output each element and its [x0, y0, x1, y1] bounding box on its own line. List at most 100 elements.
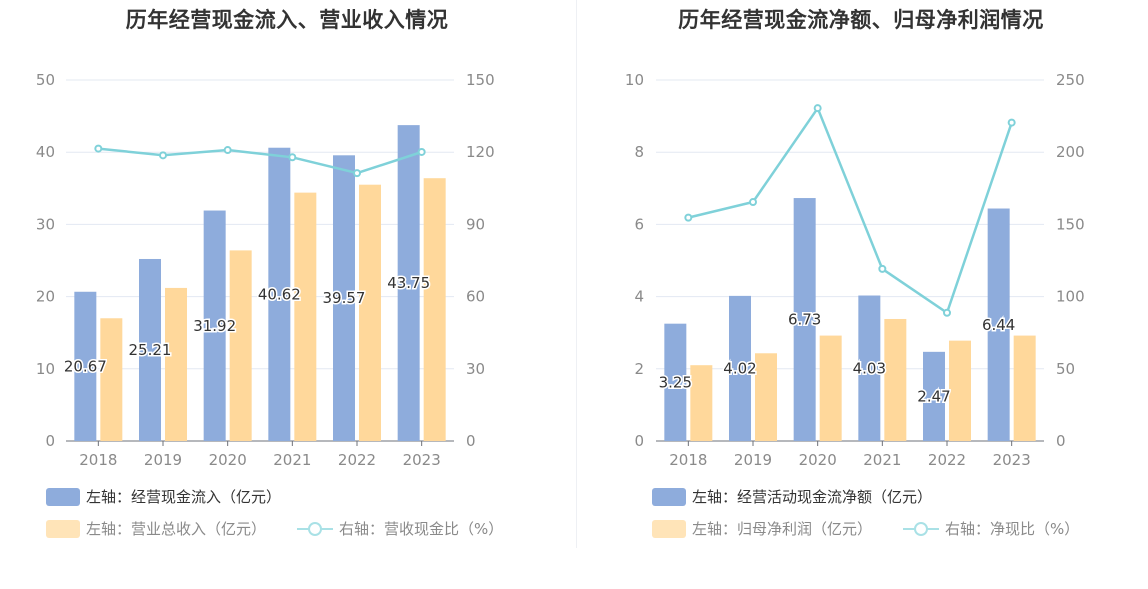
- left-ratio-point: [94, 144, 103, 153]
- right-right-tick-label: 150: [1056, 215, 1085, 233]
- right-data-label: 2.47: [917, 387, 950, 405]
- left-bar-series2: [100, 318, 123, 441]
- left-bar-series2: [294, 192, 317, 441]
- right-bar-series1: [664, 323, 687, 441]
- right-left-tick-label: 8: [634, 143, 644, 161]
- right-ratio-line: [688, 105, 1013, 315]
- right-chart-panel: 历年经营现金流净额、归母净利润情况 0 2 4 6 8 10 0 50 100 150 200 250…: [574, 0, 1148, 589]
- left-data-label: 20.67: [64, 357, 107, 375]
- right-data-label: 4.03: [853, 359, 886, 377]
- left-legend-item-inflow[interactable]: 左轴：经营现金流入（亿元）: [46, 486, 281, 507]
- panel-divider: [576, 0, 577, 548]
- left-left-tick-label: 0: [45, 432, 55, 450]
- left-chart-title: 历年经营现金流入、营业收入情况: [125, 8, 449, 32]
- left-ratio-point: [353, 169, 361, 178]
- right-left-tick-label: 10: [625, 71, 644, 89]
- right-bar-series1: [858, 295, 881, 441]
- left-bar-series1: [74, 291, 97, 441]
- left-bar-series1: [268, 147, 291, 441]
- right-bar-series1: [923, 351, 945, 441]
- right-bar-series2: [819, 335, 842, 441]
- left-right-tick-label: 30: [466, 360, 485, 378]
- left-data-label: 43.75: [387, 274, 430, 292]
- right-bar-series1: [987, 208, 1010, 441]
- right-left-tick-label: 6: [634, 215, 644, 233]
- left-left-tick-label: 10: [36, 360, 55, 378]
- left-legend-swatch-inflow: [46, 487, 80, 506]
- left-x-tick-label: 2023: [403, 451, 441, 469]
- left-x-tick-label: 2018: [79, 451, 117, 469]
- left-x-tick-label: 2019: [144, 451, 182, 469]
- right-ratio-point: [878, 264, 887, 273]
- left-legend-swatch-revenue: [46, 519, 80, 538]
- right-bar-series2: [949, 340, 971, 441]
- right-x-tick-label: 2023: [993, 451, 1031, 469]
- right-x-tick-label: 2020: [799, 451, 837, 469]
- left-bar-series2: [423, 178, 446, 441]
- right-bar-series2: [690, 365, 713, 441]
- right-legend-line-icon: [903, 520, 939, 538]
- left-bar-series1: [333, 155, 355, 441]
- right-bar-series1: [793, 198, 816, 441]
- right-right-tick-label: 50: [1056, 360, 1075, 378]
- left-data-label: 25.21: [129, 341, 172, 359]
- left-legend-line-icon: [297, 520, 333, 538]
- left-left-tick-label: 40: [36, 143, 55, 161]
- right-right-tick-label: 250: [1056, 71, 1085, 89]
- right-legend-label-profit: 左轴：归母净利润（亿元）: [692, 520, 873, 538]
- left-data-label: 31.92: [193, 317, 236, 335]
- right-left-tick-label: 4: [634, 288, 644, 306]
- right-legend-item-ratio[interactable]: 右轴：净现比（%）: [903, 518, 1079, 539]
- left-ratio-point: [288, 153, 297, 162]
- right-data-label: 3.25: [659, 373, 692, 391]
- left-right-tick-label: 60: [466, 288, 485, 306]
- left-bar-series1: [203, 210, 226, 441]
- right-ratio-point: [684, 213, 693, 222]
- right-ratio-point: [1007, 118, 1016, 127]
- left-legend-item-ratio[interactable]: 右轴：营收现金比（%）: [297, 518, 503, 539]
- left-left-tick-label: 50: [36, 71, 55, 89]
- right-bar-series1: [729, 295, 751, 441]
- left-x-tick-label: 2020: [209, 451, 247, 469]
- left-bar-series2: [165, 287, 187, 441]
- left-bar-series2: [229, 250, 252, 441]
- left-bar-series1: [139, 258, 161, 441]
- right-legend-item-profit[interactable]: 左轴：归母净利润（亿元）: [652, 518, 872, 539]
- right-bar-series2: [884, 318, 907, 441]
- left-data-label: 39.57: [323, 289, 366, 307]
- left-ratio-point: [159, 151, 167, 160]
- right-legend-swatch-netflow: [652, 487, 686, 506]
- right-x-tick-label: 2019: [734, 451, 772, 469]
- left-legend-label-ratio: 右轴：营收现金比（%）: [339, 520, 504, 538]
- left-x-tick-label: 2021: [273, 451, 311, 469]
- right-right-tick-label: 200: [1056, 143, 1085, 161]
- right-bar-series2: [1013, 335, 1036, 441]
- right-legend-item-netflow[interactable]: 左轴：经营活动现金流净额（亿元）: [652, 486, 932, 507]
- left-ratio-point: [223, 146, 232, 155]
- right-bar-series2: [755, 353, 777, 441]
- right-legend-label-ratio: 右轴：净现比（%）: [945, 520, 1080, 538]
- right-left-tick-label: 0: [634, 432, 644, 450]
- right-legend-label-netflow: 左轴：经营活动现金流净额（亿元）: [692, 488, 933, 506]
- left-legend-item-revenue[interactable]: 左轴：营业总收入（亿元）: [46, 518, 266, 539]
- left-left-tick-label: 30: [36, 215, 55, 233]
- right-data-label: 6.73: [788, 311, 821, 329]
- left-ratio-line: [98, 147, 423, 175]
- right-x-tick-label: 2022: [928, 451, 966, 469]
- right-x-tick-label: 2021: [863, 451, 901, 469]
- right-ratio-point: [749, 198, 757, 207]
- left-chart-panel: 历年经营现金流入、营业收入情况 0 10 20 30 40 50 0 30 60 90 120 150…: [36, 8, 503, 539]
- left-left-tick-label: 20: [36, 288, 55, 306]
- right-data-label: 4.02: [723, 359, 756, 377]
- left-ratio-point: [417, 147, 426, 156]
- left-bar-series2: [359, 184, 381, 441]
- right-left-tick-label: 2: [634, 360, 644, 378]
- left-legend-label-inflow: 左轴：经营现金流入（亿元）: [86, 488, 282, 506]
- left-x-tick-label: 2022: [338, 451, 376, 469]
- right-legend-swatch-profit: [652, 519, 686, 538]
- left-right-tick-label: 0: [466, 432, 476, 450]
- left-right-tick-label: 120: [466, 143, 495, 161]
- left-legend-label-revenue: 左轴：营业总收入（亿元）: [86, 520, 267, 538]
- right-right-tick-label: 0: [1056, 432, 1066, 450]
